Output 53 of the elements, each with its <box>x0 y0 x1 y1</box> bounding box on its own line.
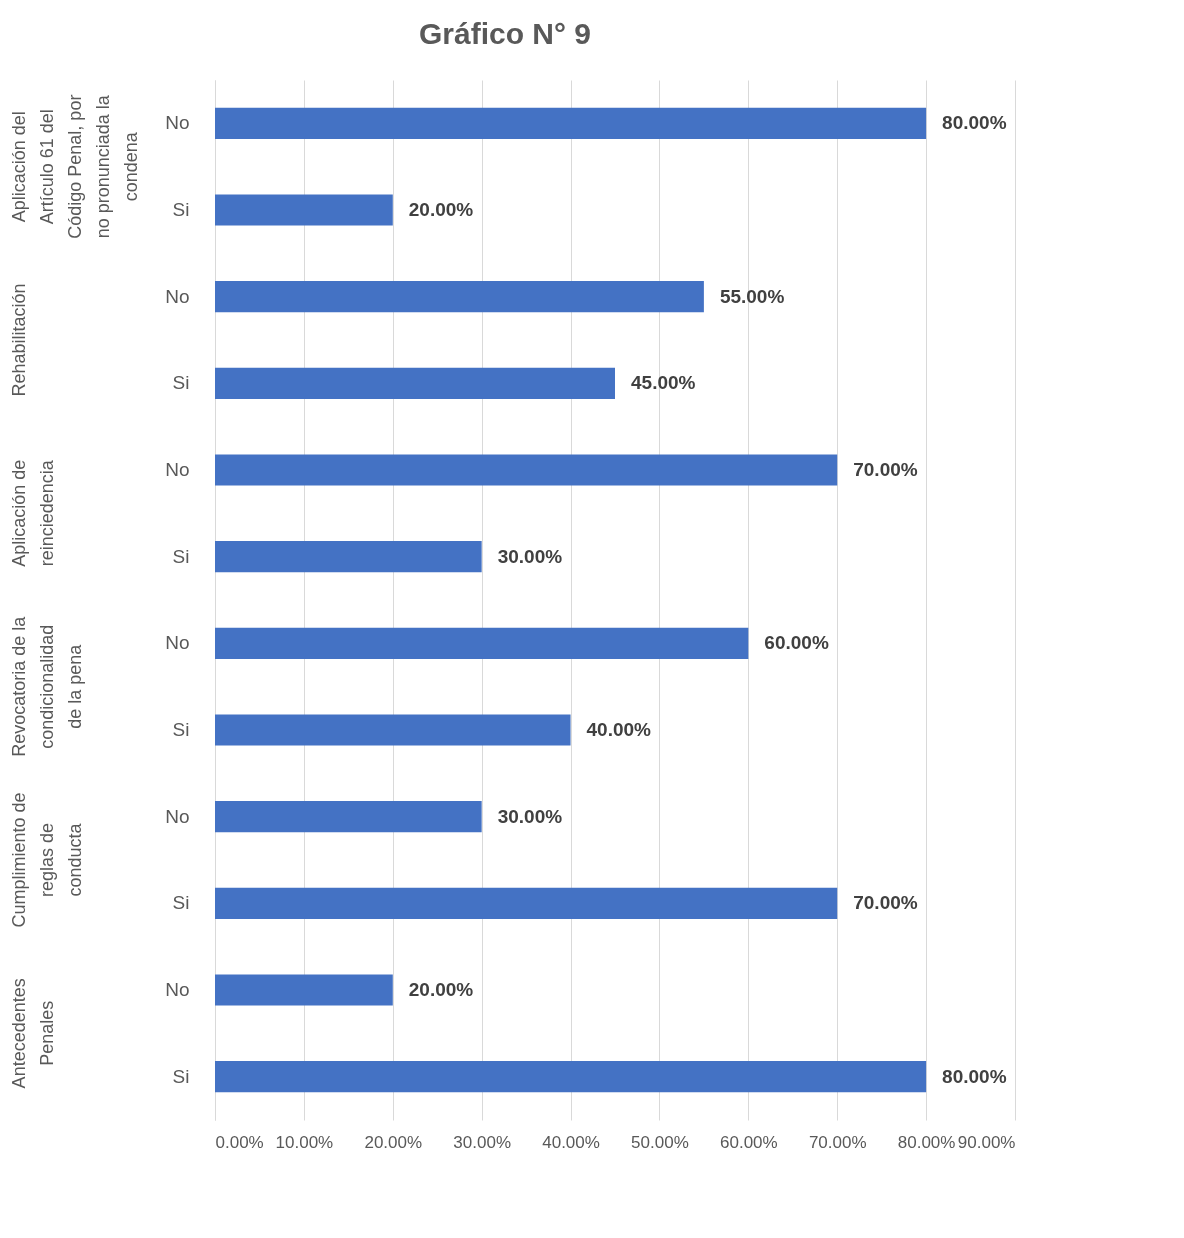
data-label: 20.00% <box>408 979 474 1000</box>
bar <box>215 1061 927 1093</box>
bar <box>215 714 571 746</box>
bar <box>215 454 838 486</box>
bar <box>215 541 482 573</box>
y-tick-label: No <box>165 979 190 1000</box>
data-label: 40.00% <box>586 719 652 740</box>
data-label: 45.00% <box>631 372 696 394</box>
y-tick-label: No <box>165 112 190 134</box>
data-label: 30.00% <box>497 805 563 827</box>
data-label: 80.00% <box>942 112 1007 134</box>
data-label: 80.00% <box>942 1065 1007 1087</box>
y-tick-label: Si <box>172 199 190 220</box>
x-tick-label: 0.00% <box>215 1132 264 1152</box>
chart-title: Gráfico N° 9 <box>418 17 592 50</box>
y-tick-label: Si <box>172 1065 190 1087</box>
data-label: 20.00% <box>408 199 474 220</box>
bar <box>215 887 838 919</box>
data-label: 60.00% <box>764 632 829 654</box>
data-label: 55.00% <box>719 285 785 307</box>
x-tick-label: 50.00% <box>631 1132 689 1152</box>
x-tick-label: 90.00% <box>957 1132 1016 1152</box>
y-tick-label: No <box>165 632 190 654</box>
data-label: 70.00% <box>853 892 918 914</box>
bar <box>215 974 393 1006</box>
text: Antecedentes Penales <box>9 978 57 1089</box>
y-tick-label: No <box>165 805 190 827</box>
x-tick-label: 20.00% <box>364 1132 423 1152</box>
x-tick-label: 10.00% <box>275 1132 334 1152</box>
y-tick-label: Si <box>172 545 190 567</box>
data-label: 30.00% <box>497 545 563 567</box>
y-tick-label: Si <box>172 372 190 394</box>
x-tick-label: 30.00% <box>453 1132 511 1152</box>
x-tick-label: 80.00% <box>897 1132 956 1152</box>
bar <box>215 367 615 399</box>
x-tick-label: 40.00% <box>542 1132 600 1152</box>
text: Aplicación de reinciedencia <box>9 459 57 567</box>
bar <box>215 801 482 833</box>
text: Aplicación del Artículo 61 del Código Penal, por no pronunciada la condena <box>9 94 141 239</box>
bar <box>215 194 393 226</box>
x-tick-label: 60.00% <box>720 1132 778 1152</box>
text: Cumplimiento de reglas de conducta <box>9 792 85 928</box>
text: Rehabilitación <box>9 283 29 397</box>
y-tick-label: Si <box>172 892 190 914</box>
y-tick-label: Si <box>172 719 190 740</box>
bar <box>215 107 927 139</box>
bar <box>215 281 704 313</box>
data-label: 70.00% <box>853 459 918 480</box>
text: Revocatoria de la condicionalidad de la pena <box>9 615 85 757</box>
y-tick-label: No <box>165 459 190 480</box>
y-tick-label: No <box>165 285 190 307</box>
bar <box>215 627 749 659</box>
x-tick-label: 70.00% <box>808 1132 867 1152</box>
